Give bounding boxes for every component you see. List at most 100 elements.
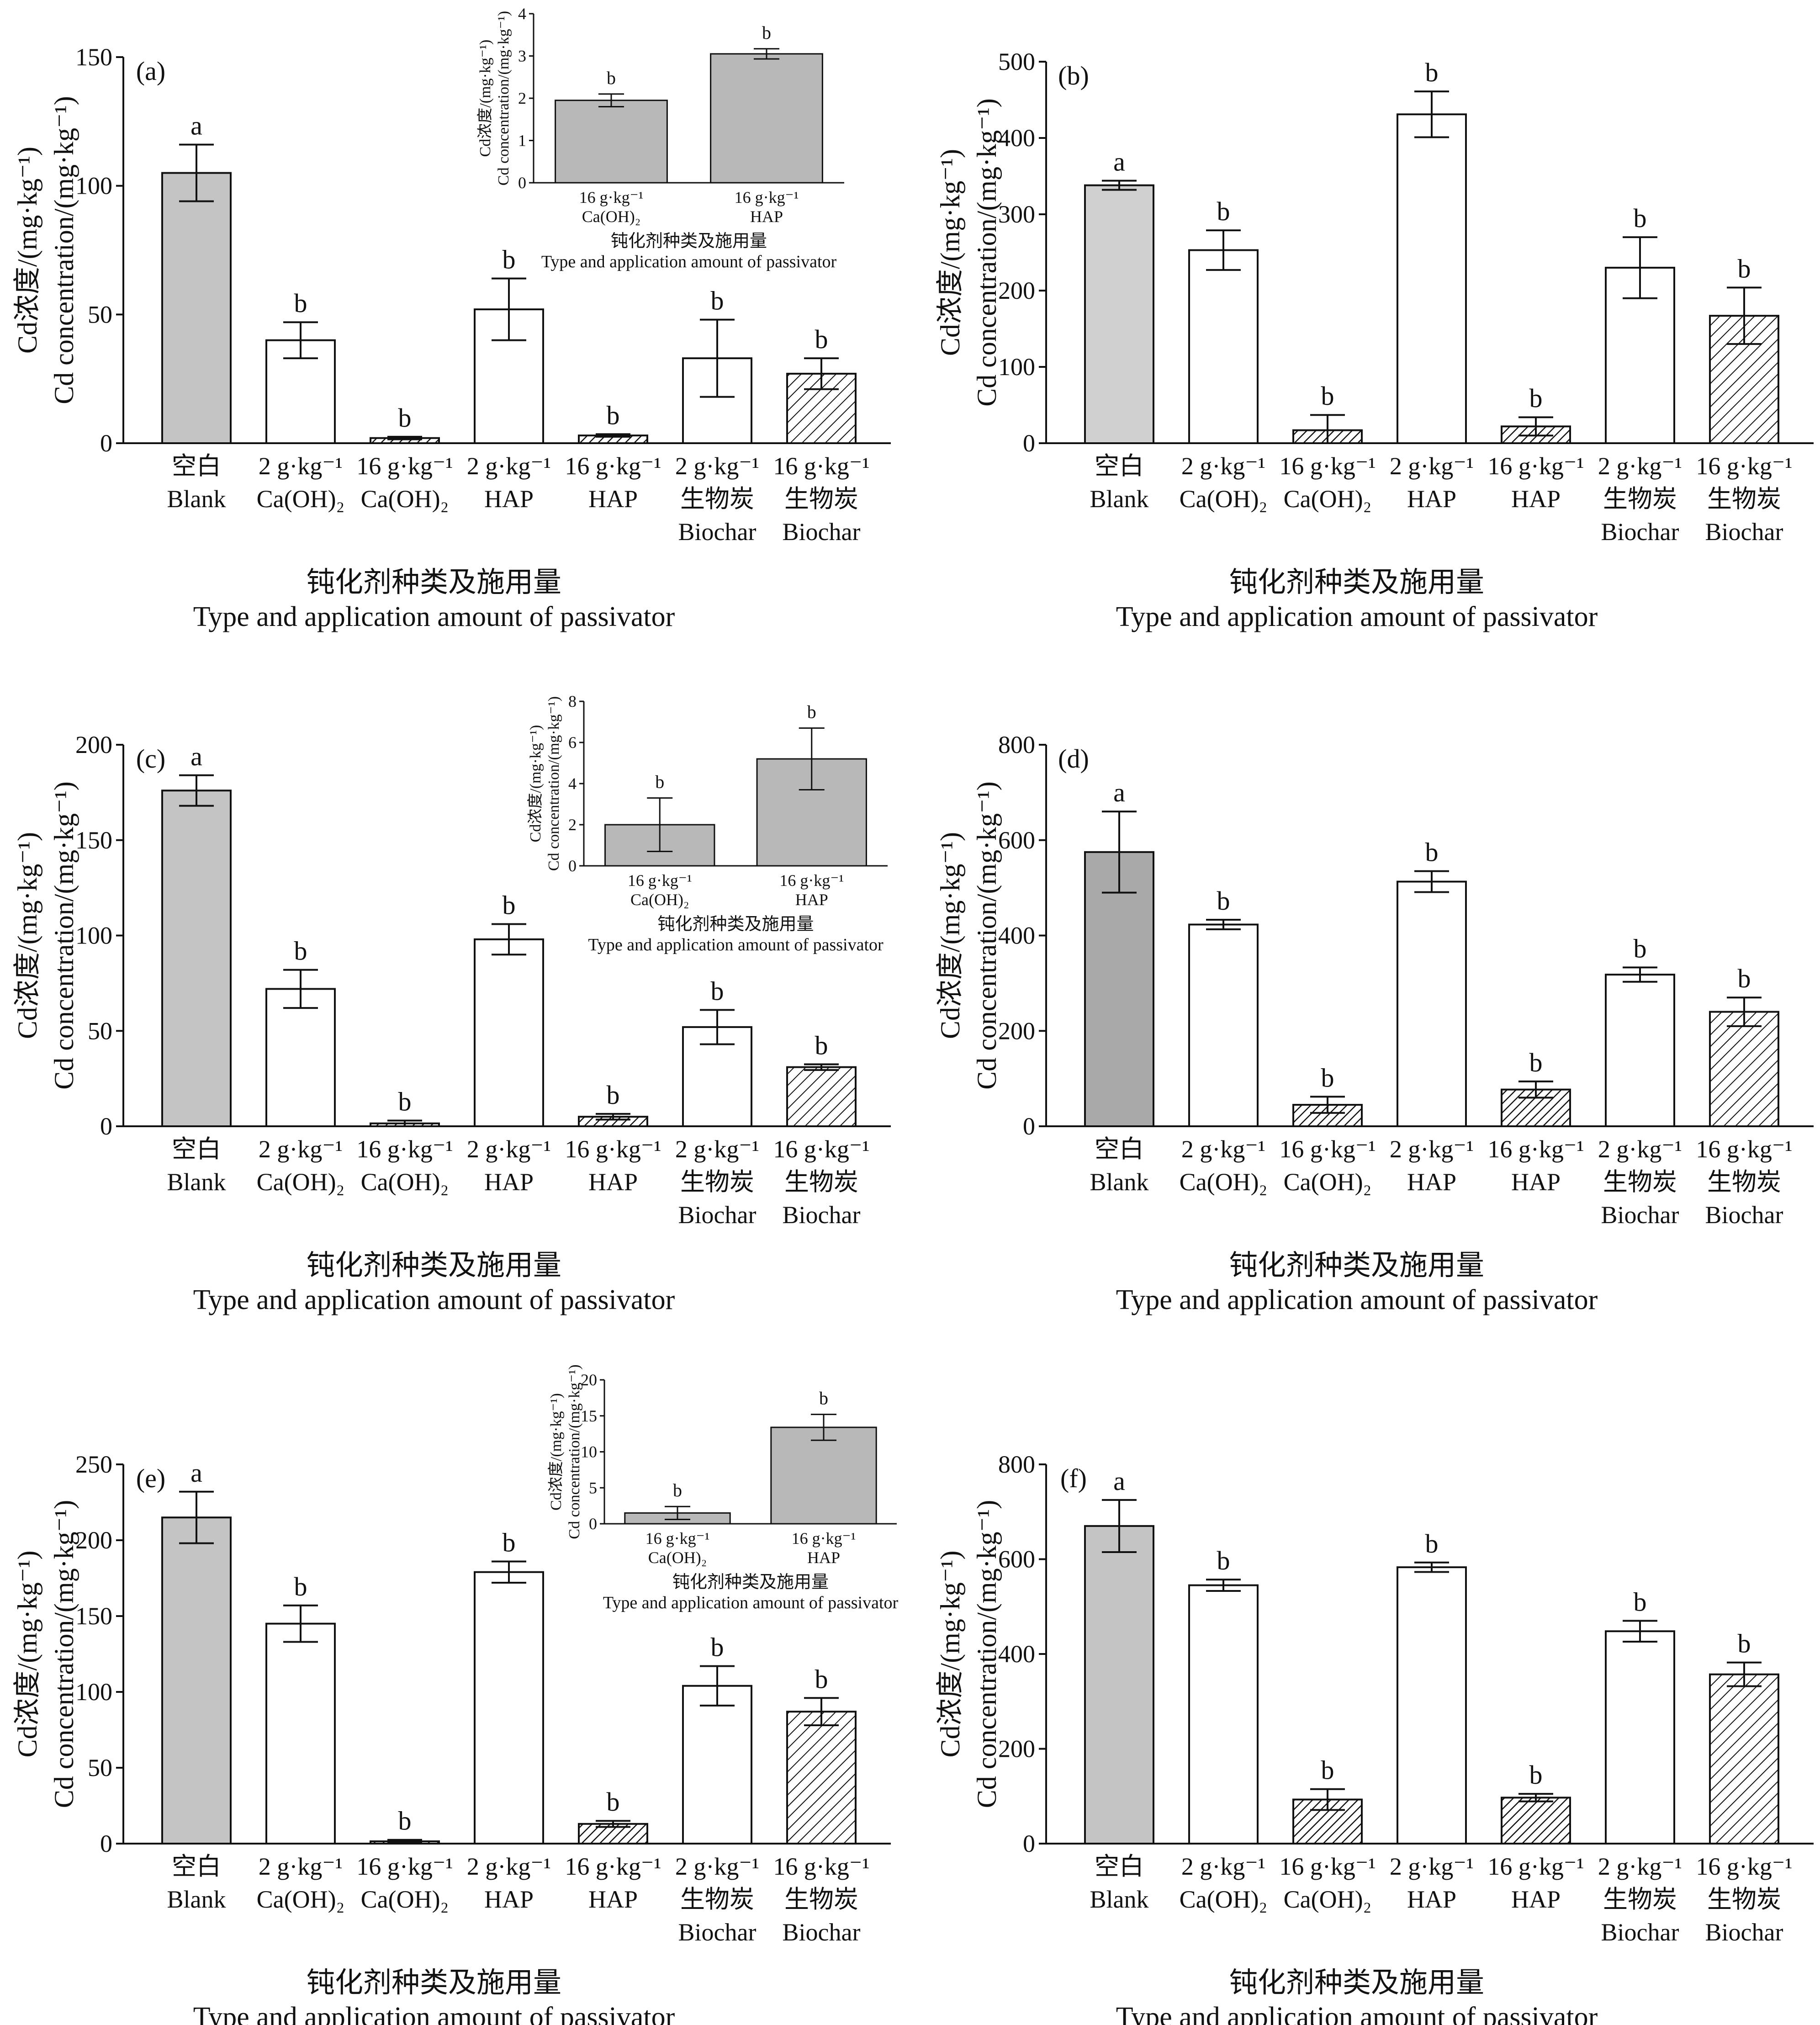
x-tick-label: 16 g·kg⁻¹ (773, 452, 869, 480)
y-tick-label: 0 (1023, 1830, 1035, 1857)
inset-significance-letter: b (762, 22, 771, 43)
bar (786, 1066, 857, 1127)
x-tick-label: 生物炭 (784, 1168, 858, 1196)
inset-significance-letter: b (819, 1388, 828, 1409)
inset-x-tick-label: 16 g·kg⁻¹ (792, 1529, 856, 1548)
bar (1605, 1630, 1675, 1845)
inset-y-tick-label: 20 (581, 1371, 597, 1389)
inset-chart: 0 2 4 6 8 Cd浓度/(mg·kg⁻¹) Cd concentration/(mg·… (527, 692, 888, 954)
inset-y-axis-label-en: Cd concentration/(mg·kg⁻¹) (566, 1364, 583, 1539)
significance-letter: b (294, 936, 307, 966)
x-tick-label: 16 g·kg⁻¹ (565, 1853, 661, 1880)
significance-letter: b (503, 890, 516, 920)
x-tick-label: Biochar (783, 1919, 861, 1946)
y-axis-label-en: Cd concentration/(mg·kg⁻¹) (972, 1500, 1002, 1808)
inset-chart: 0 5 10 15 20 Cd浓度/(mg·kg⁻¹) Cd concentration/(… (547, 1364, 899, 1612)
inset-x-axis-label-en: Type and application amount of passivato… (603, 1593, 899, 1612)
inset-x-tick-label: HAP (795, 891, 828, 909)
x-tick-label: Biochar (1705, 518, 1783, 546)
inset-x-axis-label-en: Type and application amount of passivato… (588, 935, 884, 954)
x-tick-label: 16 g·kg⁻¹ (1279, 1853, 1376, 1880)
bar (161, 790, 232, 1127)
x-tick-label: 生物炭 (680, 485, 754, 513)
inset-x-tick-label: 16 g·kg⁻¹ (779, 871, 844, 890)
x-tick-label: 2 g·kg⁻¹ (1598, 1853, 1682, 1880)
x-tick-label: HAP (588, 485, 638, 513)
x-tick-label: 空白 (172, 1853, 221, 1880)
significance-letter: b (1634, 933, 1647, 963)
inset-x-tick-label: 16 g·kg⁻¹ (579, 188, 644, 207)
y-tick-label: 500 (998, 48, 1035, 75)
significance-letter: b (398, 403, 412, 433)
y-tick-label: 600 (998, 827, 1035, 854)
x-tick-label: Ca(OH)₂ (1284, 485, 1372, 513)
significance-letter: b (1321, 1755, 1334, 1785)
significance-letter: b (1217, 886, 1230, 916)
y-tick-label: 400 (998, 124, 1035, 152)
y-tick-label: 0 (1023, 429, 1035, 457)
significance-letter: b (1738, 254, 1751, 283)
x-tick-label: Ca(OH)₂ (1180, 1168, 1268, 1196)
x-tick-label: HAP (1511, 485, 1561, 513)
x-tick-label: 16 g·kg⁻¹ (1279, 452, 1376, 480)
bar (1188, 923, 1259, 1128)
significance-letter: b (1634, 1587, 1647, 1617)
y-tick-label: 250 (75, 1451, 112, 1478)
bar (1709, 1011, 1779, 1127)
y-tick-label: 200 (998, 277, 1035, 304)
x-tick-label: Blank (167, 1886, 226, 1913)
y-axis-label-cn: Cd浓度/(mg·kg⁻¹) (12, 832, 42, 1039)
panel-label: (f) (1060, 1463, 1087, 1493)
x-tick-label: 2 g·kg⁻¹ (675, 452, 759, 480)
x-tick-label: Ca(OH)₂ (361, 485, 449, 513)
y-tick-label: 150 (75, 1602, 112, 1630)
y-tick-label: 0 (100, 1113, 112, 1140)
x-tick-label: 生物炭 (1707, 485, 1781, 513)
x-tick-label: 生物炭 (680, 1886, 754, 1913)
y-axis-label-cn: Cd浓度/(mg·kg⁻¹) (935, 1551, 965, 1758)
x-tick-label: 16 g·kg⁻¹ (1487, 1135, 1584, 1163)
bar (161, 172, 232, 444)
y-axis-label-cn: Cd浓度/(mg·kg⁻¹) (12, 147, 42, 354)
y-tick-label: 150 (75, 43, 112, 71)
panel-label: (a) (136, 56, 165, 86)
x-tick-label: HAP (484, 1168, 534, 1196)
y-tick-label: 150 (75, 827, 112, 854)
inset-y-tick-label: 6 (568, 733, 577, 752)
inset-bar (555, 100, 668, 184)
inset-x-axis-label-cn: 钝化剂种类及施用量 (657, 915, 814, 934)
x-axis-label-en: Type and application amount of passivato… (193, 601, 675, 632)
x-tick-label: HAP (1511, 1886, 1561, 1913)
y-tick-label: 0 (1023, 1113, 1035, 1140)
significance-letter: b (398, 1806, 412, 1836)
y-tick-label: 200 (75, 1527, 112, 1554)
x-tick-label: 2 g·kg⁻¹ (467, 452, 551, 480)
x-tick-label: Blank (167, 485, 226, 513)
inset-y-tick-label: 15 (581, 1407, 597, 1425)
bar (1188, 249, 1259, 444)
x-axis-label-en: Type and application amount of passivato… (1116, 2002, 1598, 2025)
x-tick-label: HAP (1511, 1168, 1561, 1196)
significance-letter: b (1321, 1063, 1334, 1092)
significance-letter: b (1634, 203, 1647, 233)
x-tick-label: Blank (1090, 1886, 1149, 1913)
inset-significance-letter: b (655, 772, 664, 792)
x-tick-label: 16 g·kg⁻¹ (773, 1135, 869, 1163)
significance-letter: b (607, 1787, 620, 1817)
inset-y-tick-label: 2 (568, 816, 577, 834)
panel-label: (d) (1058, 744, 1089, 774)
inset-significance-letter: b (807, 702, 816, 722)
x-tick-label: HAP (1407, 1168, 1456, 1196)
y-tick-label: 600 (998, 1546, 1035, 1573)
x-tick-label: HAP (588, 1886, 638, 1913)
inset-y-axis-label-en: Cd concentration/(mg·kg⁻¹) (545, 696, 562, 871)
x-tick-label: 生物炭 (784, 485, 858, 513)
inset-y-tick-label: 2 (518, 89, 526, 107)
inset-y-axis-label-cn: Cd浓度/(mg·kg⁻¹) (547, 1393, 565, 1511)
x-tick-label: 2 g·kg⁻¹ (1181, 452, 1265, 480)
significance-letter: b (711, 976, 724, 1006)
y-tick-label: 50 (88, 1754, 112, 1781)
x-tick-label: Blank (1090, 1168, 1149, 1196)
